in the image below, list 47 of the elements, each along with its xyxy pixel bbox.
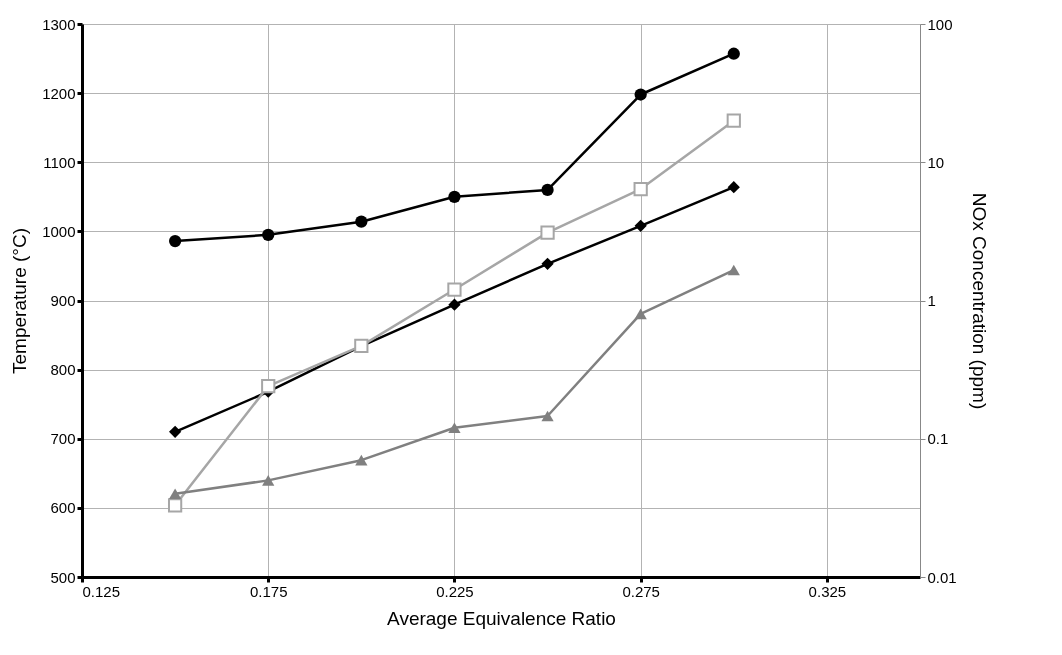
- point: [541, 257, 554, 270]
- point: [261, 379, 276, 394]
- y2-tick-label: 10: [927, 153, 945, 171]
- y2-axis-title: NOx Concentration (ppm): [968, 192, 990, 410]
- point: [447, 282, 462, 297]
- y-tick-label: 900: [50, 292, 76, 309]
- point: [634, 219, 647, 232]
- x-tick-label: 0.325: [808, 582, 847, 600]
- y-tick-label: 1000: [42, 222, 76, 240]
- x-axis-title: Average Equivalence Ratio: [387, 607, 616, 629]
- point: [541, 183, 554, 197]
- y2-tick-label: 0.01: [927, 568, 957, 586]
- y-tick-label: 1300: [42, 15, 76, 33]
- point: [727, 264, 740, 276]
- point: [167, 498, 183, 513]
- point: [727, 181, 740, 194]
- point: [633, 181, 648, 197]
- point: [634, 88, 647, 101]
- point: [540, 225, 555, 240]
- y-tick-label: 600: [50, 499, 76, 517]
- x-tick-label: 0.175: [249, 582, 288, 600]
- point: [726, 113, 741, 128]
- x-tick-label: 0.275: [622, 582, 660, 600]
- point: [634, 308, 647, 320]
- y-tick-label: 700: [50, 430, 76, 448]
- point: [448, 422, 461, 434]
- point: [262, 228, 275, 241]
- y-axis-title: Temperature (°C): [9, 228, 31, 374]
- y2-tick-label: 100: [927, 15, 953, 33]
- point: [168, 234, 182, 248]
- point: [541, 410, 554, 422]
- y2-tick-label: 0.1: [927, 430, 949, 448]
- y2-tick-label: 1: [927, 292, 936, 309]
- y-tick-label: 1100: [43, 153, 76, 171]
- y-tick-label: 800: [50, 361, 76, 379]
- y-tick-label: 500: [50, 568, 76, 586]
- x-tick-label: 0.225: [436, 582, 474, 600]
- y-tick-label: 1200: [42, 84, 76, 102]
- point: [355, 454, 368, 466]
- point: [355, 215, 368, 228]
- point: [262, 475, 275, 486]
- x-tick-label: 0.125: [82, 582, 121, 600]
- point: [168, 488, 182, 500]
- point: [448, 190, 461, 203]
- point: [448, 298, 461, 311]
- point: [168, 425, 182, 438]
- point: [727, 47, 740, 60]
